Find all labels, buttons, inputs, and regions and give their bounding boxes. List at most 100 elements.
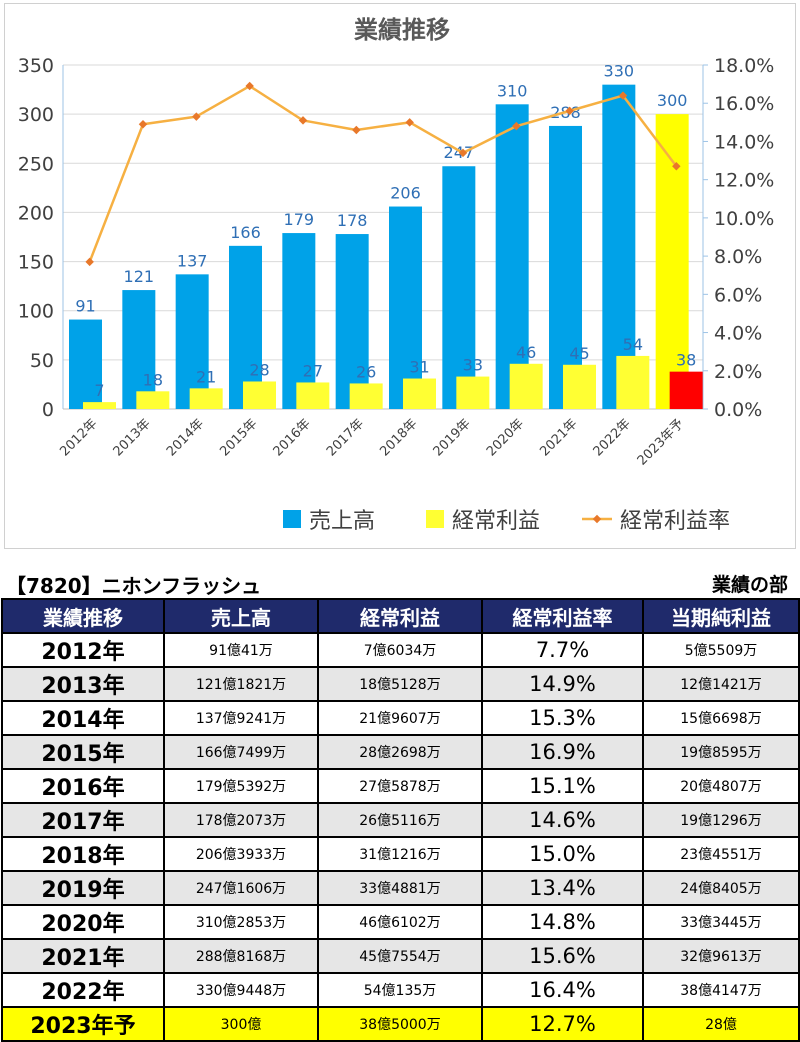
marker-profit-rate bbox=[405, 118, 414, 127]
table-row: 2018年 206億3933万 31億1216万 15.0% 23億4551万 bbox=[1, 836, 800, 872]
cell-net-income: 5億5509万 bbox=[642, 632, 800, 668]
data-label-ordinary-profit: 26 bbox=[356, 362, 376, 381]
cell-profit-rate: 15.0% bbox=[481, 836, 644, 872]
data-label-ordinary-profit: 46 bbox=[516, 343, 536, 362]
x-tick-label: 2013年 bbox=[111, 416, 154, 459]
cell-period: 2016年 bbox=[1, 768, 165, 804]
bar-sales bbox=[495, 104, 529, 410]
bar-ordinary-profit bbox=[136, 391, 170, 409]
bar-sales bbox=[549, 125, 582, 410]
table-row: 2020年 310億2853万 46億6102万 14.8% 33億3445万 bbox=[1, 904, 800, 940]
cell-profit-rate: 14.8% bbox=[481, 904, 644, 940]
bar-ordinary-profit bbox=[669, 371, 703, 409]
data-label-sales: 166 bbox=[230, 223, 261, 242]
x-tick-label: 2023年予 bbox=[635, 416, 687, 468]
table-row: 2012年 91億41万 7億6034万 7.7% 5億5509万 bbox=[1, 632, 800, 668]
cell-net-income: 38億4147万 bbox=[642, 972, 800, 1008]
data-label-sales: 330 bbox=[604, 62, 635, 81]
x-tick-label: 2012年 bbox=[57, 416, 100, 459]
cell-profit-rate: 16.4% bbox=[481, 972, 644, 1008]
marker-profit-rate bbox=[85, 257, 94, 267]
cell-period: 2017年 bbox=[1, 802, 165, 838]
bar-ordinary-profit bbox=[456, 376, 490, 409]
col-header-net-income: 当期純利益 bbox=[642, 598, 800, 634]
cell-sales: 300億 bbox=[163, 1006, 319, 1042]
table-row: 2014年 137億9241万 21億9607万 15.3% 15億6698万 bbox=[1, 700, 800, 736]
y2-tick-label: 16.0% bbox=[714, 93, 774, 115]
y2-tick-label: 14.0% bbox=[714, 131, 774, 153]
cell-ordinary-profit: 27億5878万 bbox=[317, 768, 483, 804]
x-tick-label: 2014年 bbox=[164, 416, 207, 459]
cell-period: 2012年 bbox=[1, 632, 165, 668]
cell-net-income: 24億8405万 bbox=[642, 870, 800, 906]
cell-profit-rate: 14.6% bbox=[481, 802, 644, 838]
x-tick-label: 2018年 bbox=[377, 416, 420, 459]
table-row: 2015年 166億7499万 28億2698万 16.9% 19億8595万 bbox=[1, 734, 800, 770]
bar-sales bbox=[175, 274, 209, 409]
cell-net-income: 28億 bbox=[642, 1006, 800, 1042]
bar-ordinary-profit bbox=[296, 382, 330, 409]
table-row: 2019年 247億1606万 33億4881万 13.4% 24億8405万 bbox=[1, 870, 800, 906]
col-header-period: 業績推移 bbox=[1, 598, 165, 634]
performance-table: 業績推移 売上高 経常利益 経常利益率 当期純利益 2012年 91億41万 7億6… bbox=[1, 598, 800, 1042]
cell-sales: 91億41万 bbox=[163, 632, 319, 668]
cell-net-income: 23億4551万 bbox=[642, 836, 800, 872]
data-label-sales: 179 bbox=[284, 210, 315, 229]
marker-profit-rate bbox=[245, 81, 254, 91]
cell-ordinary-profit: 46億6102万 bbox=[317, 904, 483, 940]
bar-ordinary-profit bbox=[189, 388, 223, 409]
data-label-sales: 310 bbox=[497, 81, 528, 100]
y2-tick-label: 10.0% bbox=[714, 208, 774, 230]
x-tick-label: 2021年 bbox=[537, 416, 580, 459]
bar-ordinary-profit bbox=[243, 381, 276, 409]
bar-sales bbox=[122, 290, 156, 409]
legend-marker bbox=[592, 514, 602, 524]
x-tick-label: 2020年 bbox=[484, 416, 527, 459]
y-tick-label: 0 bbox=[42, 399, 54, 421]
cell-net-income: 12億1421万 bbox=[642, 666, 800, 702]
table-header: 業績推移 売上高 経常利益 経常利益率 当期純利益 bbox=[1, 598, 800, 634]
data-label-sales: 178 bbox=[337, 211, 368, 230]
cell-profit-rate: 12.7% bbox=[481, 1006, 644, 1042]
cell-ordinary-profit: 54億135万 bbox=[317, 972, 483, 1008]
y-tick-label: 50 bbox=[30, 350, 54, 372]
bar-ordinary-profit bbox=[403, 378, 436, 409]
data-label-ordinary-profit: 33 bbox=[463, 356, 483, 375]
x-tick-label: 2019年 bbox=[431, 416, 474, 459]
cell-sales: 137億9241万 bbox=[163, 700, 319, 736]
data-label-ordinary-profit: 27 bbox=[303, 361, 323, 380]
y2-tick-label: 0.0% bbox=[714, 399, 762, 421]
legend-label: 売上高 bbox=[309, 509, 375, 534]
cell-period: 2015年 bbox=[1, 734, 165, 770]
cell-profit-rate: 13.4% bbox=[481, 870, 644, 906]
table-row: 2017年 178億2073万 26億5116万 14.6% 19億1296万 bbox=[1, 802, 800, 838]
data-label-sales: 300 bbox=[657, 91, 688, 110]
cell-sales: 206億3933万 bbox=[163, 836, 319, 872]
marker-profit-rate bbox=[298, 116, 308, 125]
bar-ordinary-profit bbox=[349, 383, 383, 409]
data-label-ordinary-profit: 18 bbox=[143, 370, 163, 389]
cell-profit-rate: 14.9% bbox=[481, 666, 644, 702]
chart-title: 業績推移 bbox=[354, 16, 450, 44]
table-row-forecast: 2023年予 300億 38億5000万 12.7% 28億 bbox=[1, 1006, 800, 1042]
table-row: 2016年 179億5392万 27億5878万 15.1% 20億4807万 bbox=[1, 768, 800, 804]
company-title: 【7820】ニホンフラッシュ bbox=[6, 574, 262, 598]
y-tick-label: 100 bbox=[18, 301, 54, 323]
y-tick-label: 250 bbox=[18, 153, 54, 175]
data-label-ordinary-profit: 31 bbox=[409, 358, 429, 377]
cell-net-income: 20億4807万 bbox=[642, 768, 800, 804]
data-label-ordinary-profit: 54 bbox=[623, 335, 643, 354]
y-tick-label: 200 bbox=[18, 202, 54, 224]
cell-sales: 330億9448万 bbox=[163, 972, 319, 1008]
bar-sales bbox=[335, 234, 369, 409]
bar-ordinary-profit bbox=[509, 363, 543, 409]
marker-profit-rate bbox=[458, 148, 468, 158]
cell-net-income: 33億3445万 bbox=[642, 904, 800, 940]
y-tick-label: 150 bbox=[18, 252, 54, 274]
table-row: 2021年 288億8168万 45億7554万 15.6% 32億9613万 bbox=[1, 938, 800, 974]
cell-period: 2022年 bbox=[1, 972, 165, 1008]
data-label-sales: 121 bbox=[124, 267, 155, 286]
y-tick-label: 300 bbox=[18, 104, 54, 126]
cell-ordinary-profit: 7億6034万 bbox=[317, 632, 483, 668]
cell-ordinary-profit: 18億5128万 bbox=[317, 666, 483, 702]
